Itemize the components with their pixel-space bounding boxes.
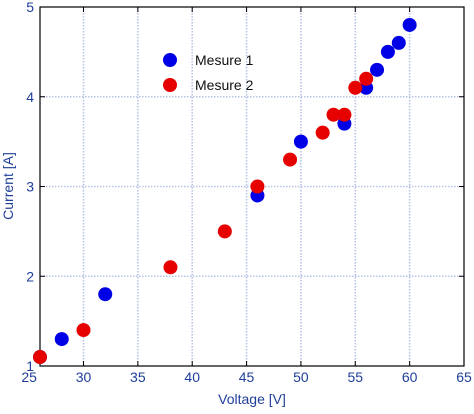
data-point-layer — [33, 17, 417, 365]
x-axis-label: Voltage [V] — [218, 391, 286, 407]
x-tick-label: 25 — [21, 369, 37, 385]
legend-label-series-2: Mesure 2 — [195, 77, 254, 93]
data-point-series-2 — [326, 107, 341, 122]
y-tick-label: 3 — [26, 179, 34, 195]
x-tick-label: 40 — [184, 369, 200, 385]
legend-marker-series-2 — [163, 78, 177, 92]
data-point-series-1 — [293, 134, 308, 149]
x-tick-label: 55 — [347, 369, 363, 385]
y-tick-label: 5 — [26, 0, 34, 15]
x-tick-label: 60 — [402, 369, 418, 385]
y-tick-label: 2 — [26, 268, 34, 284]
data-point-series-2 — [250, 179, 265, 194]
data-point-series-2 — [337, 107, 352, 122]
data-point-series-1 — [54, 332, 69, 347]
data-point-series-1 — [391, 35, 406, 50]
data-point-series-2 — [283, 152, 298, 167]
data-point-series-2 — [359, 71, 374, 86]
x-tick-label: 50 — [293, 369, 309, 385]
legend: Mesure 1 Mesure 2 — [163, 52, 254, 93]
data-point-series-1 — [98, 287, 113, 302]
x-tick-label: 65 — [456, 369, 472, 385]
x-tick-label: 30 — [76, 369, 92, 385]
legend-label-series-1: Mesure 1 — [195, 52, 254, 68]
x-tick-label: 35 — [130, 369, 146, 385]
y-tick-label: 1 — [26, 358, 34, 374]
legend-marker-series-1 — [163, 53, 177, 67]
data-point-series-2 — [33, 350, 47, 365]
y-tick-label: 4 — [26, 89, 34, 105]
y-axis-label: Current [A] — [0, 152, 16, 220]
data-point-series-2 — [76, 323, 91, 338]
data-point-series-2 — [217, 224, 232, 239]
data-point-series-1 — [402, 17, 417, 32]
x-tick-label: 45 — [239, 369, 255, 385]
data-point-series-1 — [370, 62, 385, 77]
data-point-series-2 — [163, 260, 178, 275]
data-point-series-2 — [348, 80, 363, 95]
data-point-series-1 — [380, 44, 395, 59]
data-point-series-2 — [315, 125, 330, 140]
